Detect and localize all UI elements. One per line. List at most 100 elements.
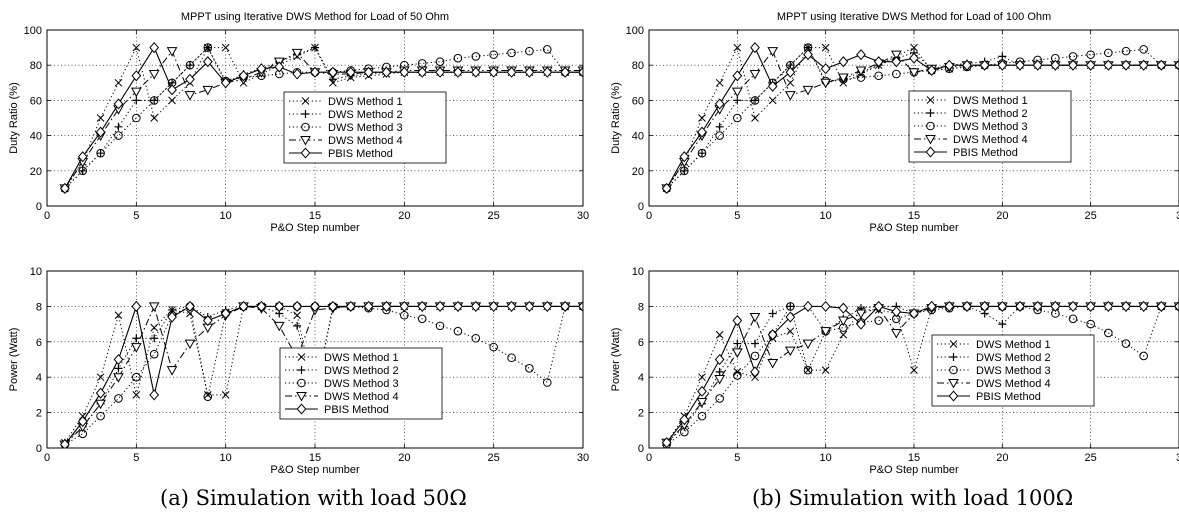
data-point (1174, 59, 1179, 71)
data-point (750, 96, 760, 105)
data-point (132, 372, 141, 382)
x-axis-label: P&O Step number (270, 222, 360, 234)
legend-label: DWS Method 1 (953, 95, 1028, 107)
legend-marker (300, 136, 311, 146)
data-point (874, 71, 883, 81)
y-tick-label: 2 (36, 408, 42, 420)
y-tick-label: 0 (638, 201, 644, 213)
data-point (453, 66, 463, 78)
data-point (1085, 300, 1096, 312)
data-point (786, 78, 795, 87)
y-tick-label: 8 (36, 301, 42, 313)
plot-content (59, 42, 583, 194)
data-point (873, 56, 884, 68)
data-point (185, 300, 195, 312)
data-point (733, 339, 742, 348)
y-tick-label: 60 (632, 95, 644, 107)
data-point (856, 49, 866, 61)
data-point (804, 366, 812, 374)
data-point (767, 329, 778, 341)
x-tick-label: 0 (44, 452, 50, 464)
legend-label: DWS Method 2 (328, 109, 403, 121)
data-point (910, 366, 918, 374)
x-tick-label: 15 (908, 452, 920, 464)
y-tick-label: 10 (632, 266, 644, 278)
x-axis-label: P&O Step number (869, 222, 959, 234)
legend-marker (948, 390, 959, 402)
data-point (273, 321, 285, 332)
data-point (488, 300, 499, 312)
data-point (785, 311, 796, 323)
data-point (715, 131, 724, 140)
y-tick-label: 4 (36, 372, 42, 384)
data-point (363, 300, 374, 312)
data-point (768, 309, 777, 318)
data-point (166, 47, 178, 57)
legend-label: DWS Method 4 (953, 134, 1028, 146)
legend-label: DWS Method 2 (324, 365, 399, 377)
data-point (715, 394, 724, 403)
legend-marker (301, 110, 310, 118)
data-point (525, 46, 534, 56)
data-point (751, 114, 759, 122)
data-point (750, 366, 760, 378)
data-point (1068, 59, 1078, 71)
data-point (292, 68, 302, 80)
data-point (77, 415, 88, 428)
data-point (96, 148, 105, 158)
x-tick-label: 30 (577, 452, 589, 464)
data-point (697, 385, 707, 397)
data-point (293, 321, 302, 330)
x-tick-label: 5 (734, 210, 740, 222)
data-point (274, 61, 285, 73)
data-point (150, 334, 159, 343)
data-point (785, 66, 796, 78)
data-point (202, 56, 213, 68)
data-point (1068, 300, 1078, 312)
x-tick-label: 10 (820, 210, 832, 222)
data-point (399, 66, 410, 78)
data-point (732, 70, 743, 82)
data-point (220, 77, 231, 89)
caption-a: (a) Simulation with load 50Ω (160, 486, 467, 510)
y-tick-label: 4 (638, 372, 644, 384)
data-point (820, 78, 832, 89)
data-point (311, 43, 319, 52)
data-point (1086, 319, 1095, 329)
data-point (113, 373, 124, 383)
data-point (96, 411, 105, 421)
data-point (542, 378, 552, 387)
data-point (803, 49, 813, 61)
y-tick-label: 20 (30, 166, 42, 178)
legend-label: DWS Method 1 (328, 96, 403, 108)
data-point (926, 64, 937, 77)
data-point (185, 73, 195, 85)
legend-marker (301, 122, 310, 132)
data-point (202, 315, 213, 327)
data-point (542, 300, 553, 312)
data-point (751, 339, 759, 348)
data-point (132, 391, 141, 399)
legend-marker (297, 366, 306, 374)
data-point (150, 323, 159, 332)
data-point (471, 52, 481, 61)
x-tick-label: 0 (646, 452, 652, 464)
data-point (96, 373, 105, 382)
data-point (471, 333, 481, 343)
plot-frame (46, 270, 584, 449)
legend-label: PBIS Method (953, 147, 1018, 159)
data-point (132, 334, 141, 343)
data-point (856, 318, 866, 330)
y-tick-label: 40 (632, 131, 644, 143)
legend-marker (297, 353, 306, 361)
x-axis-label: P&O Step number (270, 464, 360, 476)
data-point (203, 43, 212, 52)
data-point (1138, 59, 1149, 71)
legend-label: DWS Method 2 (976, 352, 1051, 364)
data-point (293, 311, 301, 320)
legend-marker (949, 353, 958, 361)
data-point (60, 182, 70, 194)
